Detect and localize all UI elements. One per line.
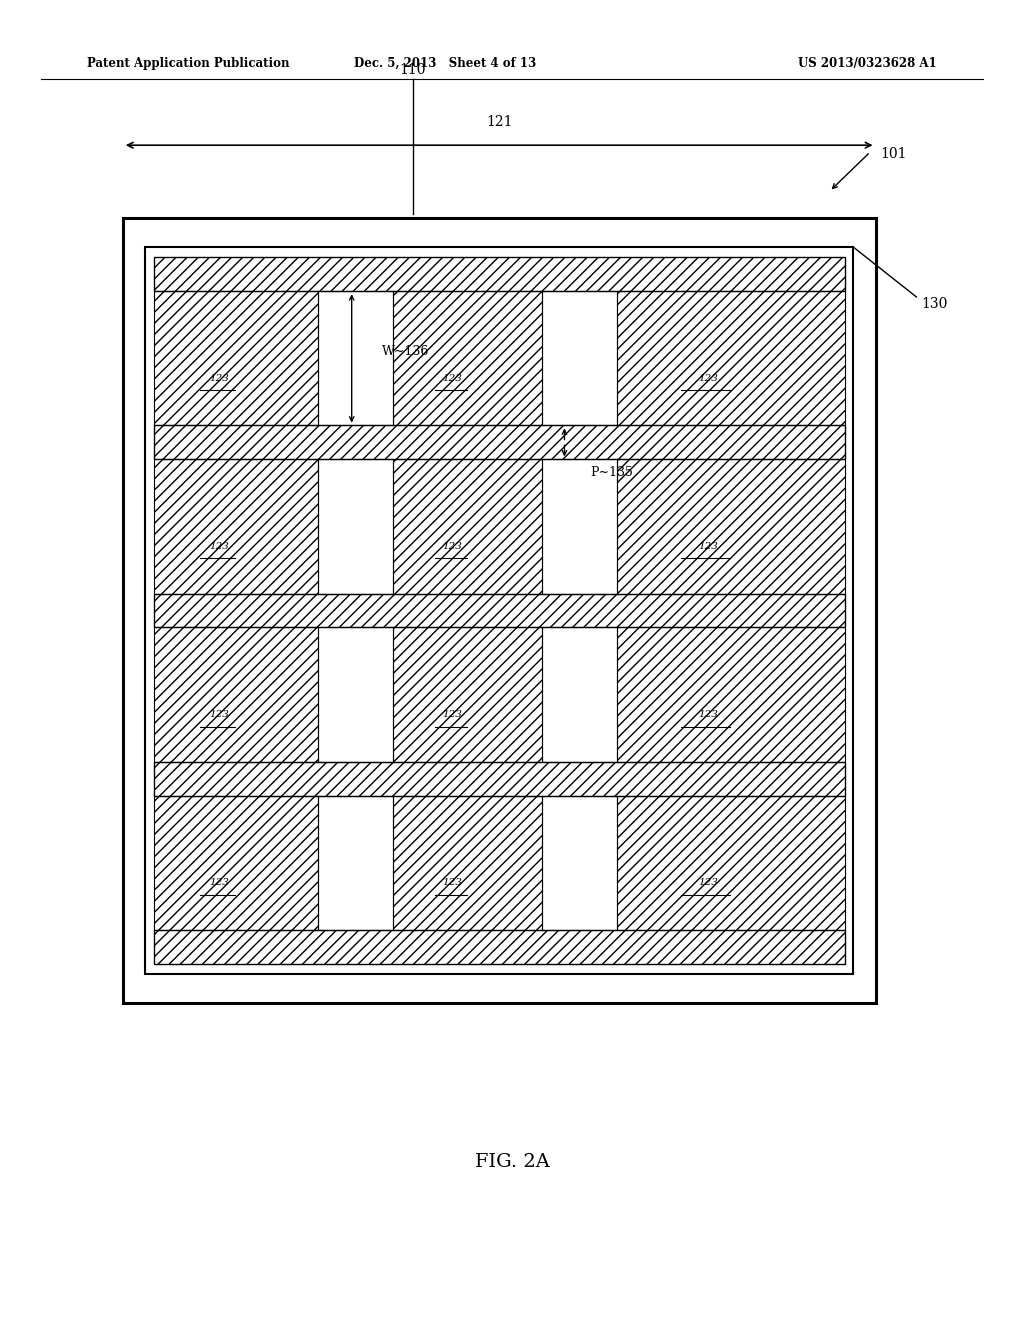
Bar — [393, 292, 542, 425]
Bar — [154, 257, 845, 292]
Text: FIG. 2A: FIG. 2A — [474, 1152, 550, 1171]
Bar — [154, 292, 318, 425]
Bar — [154, 594, 845, 627]
Bar — [318, 459, 393, 594]
Bar — [616, 292, 845, 425]
Bar — [123, 218, 876, 1003]
Bar — [318, 627, 393, 762]
Bar — [542, 292, 616, 425]
Text: 123: 123 — [442, 374, 463, 383]
Bar — [616, 459, 845, 594]
Bar — [154, 425, 845, 459]
Text: Dec. 5, 2013   Sheet 4 of 13: Dec. 5, 2013 Sheet 4 of 13 — [354, 57, 537, 70]
Bar — [318, 292, 393, 425]
Bar — [393, 796, 542, 929]
Bar — [154, 762, 845, 796]
Bar — [542, 627, 616, 762]
Bar — [542, 459, 616, 594]
Bar — [145, 247, 853, 974]
Bar — [154, 594, 845, 627]
Bar — [542, 459, 616, 594]
Bar — [154, 929, 845, 964]
Text: 123: 123 — [210, 543, 229, 550]
Text: 123: 123 — [210, 374, 229, 383]
Bar — [616, 627, 845, 762]
Bar — [318, 292, 393, 425]
Bar — [616, 459, 845, 594]
Text: 123: 123 — [210, 710, 229, 719]
Text: P∼135: P∼135 — [590, 466, 633, 479]
Bar — [616, 627, 845, 762]
Bar — [154, 292, 318, 425]
Bar — [154, 796, 318, 929]
Bar — [154, 929, 845, 964]
Bar — [542, 627, 616, 762]
Bar — [616, 796, 845, 929]
Bar — [542, 796, 616, 929]
Text: 123: 123 — [442, 878, 463, 887]
Bar — [393, 627, 542, 762]
Text: 101: 101 — [881, 148, 907, 161]
Text: 123: 123 — [698, 710, 718, 719]
Text: W∼136: W∼136 — [382, 346, 430, 358]
Bar — [318, 627, 393, 762]
Bar — [154, 796, 318, 929]
Text: 123: 123 — [698, 878, 718, 887]
Bar — [318, 459, 393, 594]
Bar — [616, 292, 845, 425]
Bar — [154, 257, 845, 292]
Text: 123: 123 — [698, 374, 718, 383]
Text: US 2013/0323628 A1: US 2013/0323628 A1 — [799, 57, 937, 70]
Bar — [542, 292, 616, 425]
Bar — [154, 425, 845, 459]
Text: Patent Application Publication: Patent Application Publication — [87, 57, 290, 70]
Bar — [154, 762, 845, 796]
Bar — [154, 459, 318, 594]
Text: 123: 123 — [210, 878, 229, 887]
Text: 123: 123 — [442, 710, 463, 719]
Bar — [393, 459, 542, 594]
Bar — [318, 796, 393, 929]
Bar — [616, 796, 845, 929]
Text: 121: 121 — [486, 115, 512, 129]
Bar — [154, 459, 318, 594]
Text: 110: 110 — [399, 62, 426, 77]
Bar — [542, 796, 616, 929]
Bar — [154, 627, 318, 762]
Bar — [393, 292, 542, 425]
Text: 130: 130 — [922, 297, 948, 310]
Text: 123: 123 — [442, 543, 463, 550]
Bar — [393, 627, 542, 762]
Bar — [154, 627, 318, 762]
Text: 123: 123 — [698, 543, 718, 550]
Bar — [393, 459, 542, 594]
Bar — [393, 796, 542, 929]
Bar — [318, 796, 393, 929]
